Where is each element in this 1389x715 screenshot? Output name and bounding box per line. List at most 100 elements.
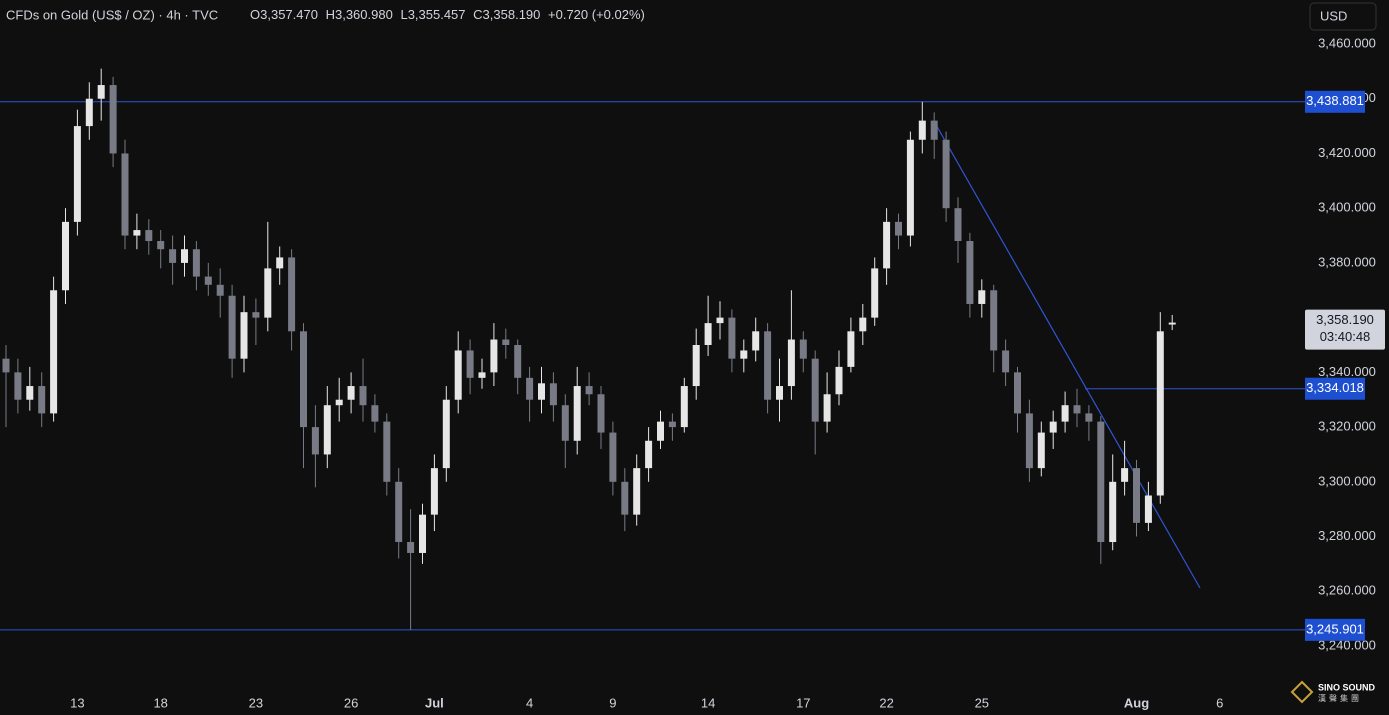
candle-body	[228, 295, 236, 359]
x-tick-label: 17	[796, 695, 810, 710]
candle-body	[347, 386, 355, 400]
candle-body	[657, 421, 664, 441]
candle-body	[407, 542, 415, 553]
level-label-box	[1305, 377, 1365, 400]
h-label: H	[326, 7, 335, 22]
candle-body	[799, 339, 807, 359]
candle-body	[169, 249, 177, 263]
candle-body	[204, 276, 212, 285]
candle-body	[26, 386, 34, 400]
candle-body	[252, 312, 260, 318]
x-tick-label: Aug	[1124, 695, 1149, 710]
candle-body	[442, 399, 450, 469]
o-value: 3,357.470	[260, 7, 318, 22]
candle-body	[728, 317, 736, 359]
x-tick-label: 4	[526, 695, 533, 710]
brand-sub: 漢聲集團	[1318, 693, 1362, 703]
candle-body	[859, 317, 867, 332]
candle-body	[419, 514, 426, 553]
candle-body	[668, 421, 676, 428]
chart-title: CFDs on Gold (US$ / OZ) · 4h · TVC	[6, 7, 218, 22]
brand-logo: SINO SOUND 漢聲集團	[1290, 680, 1376, 704]
candle-body	[597, 394, 605, 433]
candle-body	[359, 386, 367, 406]
x-tick-label: 6	[1216, 695, 1223, 710]
candle-body	[85, 98, 93, 127]
candle-body	[549, 383, 557, 406]
candle-body	[109, 85, 117, 154]
candle-body	[895, 221, 902, 236]
candle-body	[1168, 322, 1176, 325]
candle-body	[145, 230, 153, 242]
level-label: 3,245.901	[1306, 621, 1364, 636]
candle-body	[978, 290, 986, 304]
x-tick-label: 26	[344, 695, 358, 710]
c-value: 3,358.190	[483, 7, 541, 22]
candle-body	[906, 139, 914, 236]
candle-body	[121, 153, 129, 236]
candle-body	[466, 350, 474, 378]
currency[interactable]: USD	[1320, 8, 1347, 23]
candle-body	[1073, 405, 1081, 414]
candle-body	[847, 331, 855, 367]
candle-body	[73, 126, 81, 222]
candle-body	[181, 249, 188, 263]
candle-body	[514, 345, 522, 378]
y-tick-label: 3,460.000	[1318, 35, 1376, 50]
level-label-box	[1305, 90, 1365, 113]
level-label-box	[1305, 618, 1365, 641]
y-tick-label: 3,240.000	[1318, 637, 1376, 652]
y-tick-label: 3,300.000	[1318, 473, 1376, 488]
candle-body	[918, 120, 926, 140]
candle-body	[288, 257, 296, 332]
candle-body	[1025, 413, 1033, 469]
y-tick-label: 3,280.000	[1318, 528, 1376, 543]
countdown: 03:40:48	[1320, 329, 1371, 344]
candle-body	[371, 405, 379, 422]
x-tick-label: 18	[153, 695, 167, 710]
logo-icon	[1290, 680, 1314, 704]
candle-body	[633, 468, 641, 515]
trend-line	[934, 122, 1201, 589]
candle-body	[383, 421, 391, 482]
change: +0.720 (+0.02%)	[548, 7, 645, 22]
candle-body	[930, 120, 938, 140]
candle-body	[430, 468, 438, 515]
y-tick-label: 3,260.000	[1318, 583, 1376, 598]
candle-body	[1144, 495, 1152, 523]
candle-body	[871, 268, 879, 318]
candle-body	[692, 345, 700, 387]
o-label: O	[250, 7, 260, 22]
candle-body	[1002, 350, 1010, 373]
candle-body	[38, 386, 46, 414]
candle-body	[561, 405, 569, 441]
candle-body	[454, 350, 462, 400]
x-tick-label: Jul	[425, 695, 444, 710]
candle-body	[680, 386, 688, 428]
candle-body	[276, 257, 284, 269]
candle-body	[609, 432, 617, 482]
h-value: 3,360.980	[335, 7, 393, 22]
candle-body	[62, 221, 69, 291]
candle-body	[1121, 468, 1129, 482]
y-tick-label: 3,340.000	[1318, 364, 1376, 379]
candle-body	[1014, 372, 1021, 414]
x-tick-label: 22	[879, 695, 893, 710]
candle-body	[240, 312, 248, 359]
candle-body	[823, 394, 831, 422]
candle-body	[645, 440, 653, 469]
candle-body	[1133, 468, 1140, 523]
x-tick-label: 14	[701, 695, 715, 710]
candle-body	[942, 139, 950, 209]
c-label: C	[473, 7, 482, 22]
last-price-box	[1305, 309, 1385, 350]
currency-button[interactable]	[1309, 2, 1377, 31]
y-tick-label: 3,400.000	[1318, 200, 1376, 215]
candle-body	[585, 386, 593, 395]
candle-body	[954, 208, 962, 242]
candle-body	[1109, 481, 1117, 543]
level-label: 3,334.018	[1306, 380, 1364, 395]
candle-body	[478, 372, 486, 378]
candle-body	[526, 377, 534, 400]
